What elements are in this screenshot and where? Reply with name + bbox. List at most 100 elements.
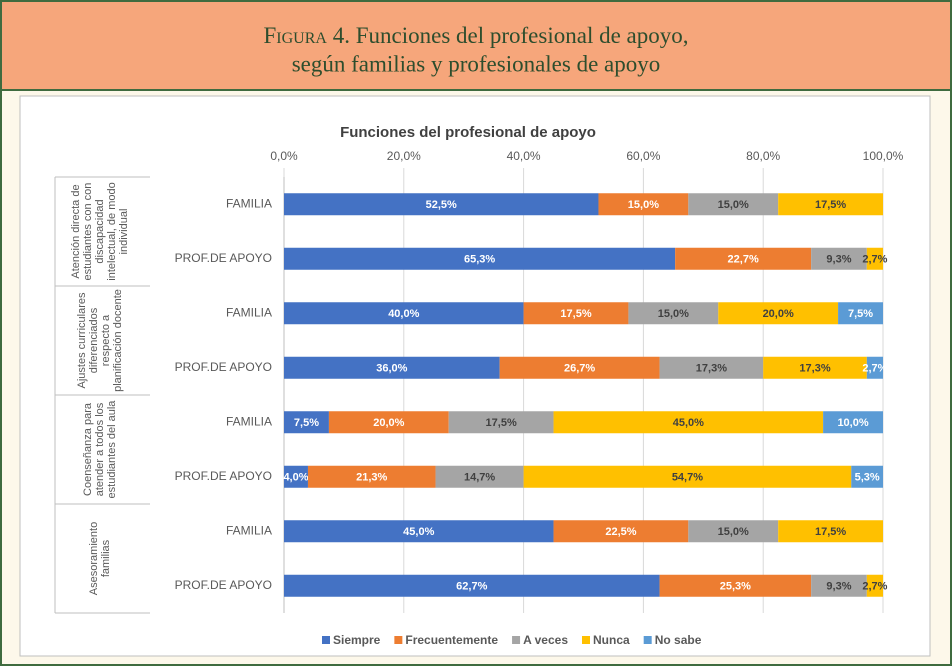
data-label: 15,0% — [628, 199, 659, 211]
legend-swatch — [394, 636, 403, 644]
bar-segment — [284, 302, 524, 325]
y-tick-label: FAMILIA — [226, 196, 272, 210]
bar-segment — [284, 411, 329, 434]
data-label: 65,3% — [464, 254, 495, 266]
data-label: 20,0% — [373, 417, 404, 429]
x-tick-label: 0,0% — [270, 149, 298, 163]
data-label: 54,7% — [672, 472, 703, 484]
group-label: Coenseñanza para — [82, 402, 94, 496]
x-tick-label: 100,0% — [863, 149, 904, 163]
y-tick-label: FAMILIA — [226, 523, 272, 537]
bar-segment — [284, 465, 308, 488]
group-label: Ajustes curriculares — [76, 292, 88, 388]
y-tick-label: FAMILIA — [226, 414, 272, 428]
bar-segment — [851, 465, 883, 488]
bar-segment — [523, 465, 852, 488]
data-label: 22,5% — [605, 526, 636, 538]
data-label: 15,0% — [658, 308, 689, 320]
data-label: 17,3% — [799, 363, 830, 375]
data-label: 17,5% — [560, 308, 591, 320]
data-label: 45,0% — [403, 526, 434, 538]
data-label: 4,0% — [283, 472, 308, 484]
bar-segment — [284, 356, 500, 379]
data-label: 7,5% — [848, 308, 873, 320]
data-label: 9,3% — [826, 254, 851, 266]
caption-text: Funciones del profesional de apoyo, — [356, 23, 689, 48]
data-label: 5,3% — [855, 472, 880, 484]
bar-segment — [284, 247, 676, 270]
x-tick-label: 80,0% — [746, 149, 780, 163]
data-label: 7,5% — [294, 417, 319, 429]
group-label: discapacidad — [94, 199, 106, 263]
x-tick-label: 60,0% — [626, 149, 660, 163]
group-label: familias — [100, 539, 112, 577]
data-label: 52,5% — [426, 199, 457, 211]
y-tick-label: PROF.DE APOYO — [175, 578, 272, 592]
data-label: 15,0% — [718, 199, 749, 211]
bar-segment — [866, 356, 883, 379]
y-tick-label: FAMILIA — [226, 305, 272, 319]
bar-segment — [328, 411, 449, 434]
data-label: 2,7% — [862, 581, 887, 593]
data-label: 40,0% — [388, 308, 419, 320]
bar-segment — [598, 193, 689, 216]
bar-segment — [688, 193, 779, 216]
data-label: 10,0% — [837, 417, 868, 429]
legend-swatch — [582, 636, 590, 644]
caption-line: según familias y profesionales de apoyo — [292, 51, 661, 76]
data-label: 17,3% — [696, 363, 727, 375]
caption-label: Figura 4. — [264, 23, 350, 48]
bar-segment — [284, 193, 599, 216]
data-label: 45,0% — [673, 417, 704, 429]
data-label: 17,5% — [486, 417, 517, 429]
y-tick-label: PROF.DE APOYO — [175, 251, 272, 265]
data-label: 20,0% — [763, 308, 794, 320]
group-label: Atención directa de — [70, 184, 82, 278]
caption-line: Figura 4. Funciones del profesional de a… — [264, 23, 689, 48]
bar-segment — [553, 520, 689, 543]
data-label: 17,5% — [815, 526, 846, 538]
bar-segment — [553, 411, 824, 434]
legend-label: Siempre — [333, 633, 381, 647]
data-label: 9,3% — [826, 581, 851, 593]
data-label: 15,0% — [718, 526, 749, 538]
legend-swatch — [643, 636, 652, 644]
data-label: 2,7% — [862, 363, 887, 375]
data-label: 2,7% — [862, 254, 887, 266]
group-label: intelectual, de modo — [106, 182, 118, 280]
data-label: 21,3% — [356, 472, 387, 484]
y-tick-label: PROF.DE APOYO — [175, 469, 272, 483]
bar-segment — [675, 247, 812, 270]
bar-segment — [838, 302, 883, 325]
legend-swatch — [322, 636, 330, 644]
legend-label: Nunca — [593, 633, 630, 647]
bar-segment — [435, 465, 524, 488]
bar-segment — [778, 193, 883, 216]
bar-segment — [811, 574, 867, 597]
caption-band — [2, 2, 950, 90]
bar-segment — [763, 356, 867, 379]
group-label: individual — [118, 209, 130, 255]
bar-segment — [307, 465, 436, 488]
bar-segment — [499, 356, 660, 379]
bar-segment — [448, 411, 554, 434]
legend-label: Frecuentemente — [405, 633, 498, 647]
chart-title: Funciones del profesional de apoyo — [340, 124, 596, 141]
data-label: 14,7% — [464, 472, 495, 484]
group-label: Asesoramiento — [88, 522, 100, 595]
data-label: 22,7% — [728, 254, 759, 266]
bar-segment — [659, 574, 812, 597]
bar-segment — [284, 574, 660, 597]
bar-segment — [778, 520, 883, 543]
legend-swatch — [512, 636, 521, 644]
group-label: estudiantes del aula — [106, 400, 118, 499]
data-label: 62,7% — [456, 581, 487, 593]
data-label: 25,3% — [720, 581, 751, 593]
data-label: 26,7% — [564, 363, 595, 375]
x-tick-label: 40,0% — [507, 149, 541, 163]
legend-label: No sabe — [655, 633, 702, 647]
x-tick-label: 20,0% — [387, 149, 421, 163]
bar-segment — [628, 302, 719, 325]
bar-segment — [823, 411, 883, 434]
bar-segment — [866, 574, 883, 597]
